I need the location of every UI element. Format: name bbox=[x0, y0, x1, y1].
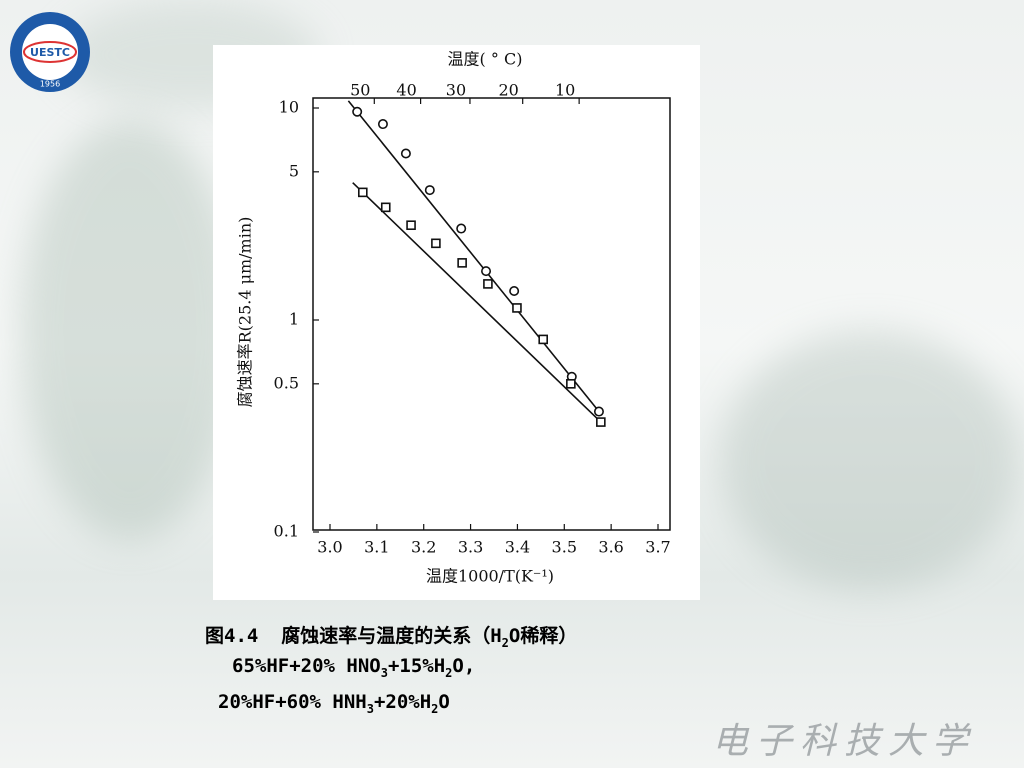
point bbox=[380, 202, 391, 213]
x2-tick-label: 30 bbox=[446, 81, 466, 100]
x-tick-label: 3.5 bbox=[552, 538, 577, 557]
logo-year: 1956 bbox=[40, 80, 60, 89]
caption-text: 65%HF+20% HNO bbox=[232, 655, 381, 677]
y-tick-label: 10 bbox=[279, 98, 299, 117]
x2-tick-label: 20 bbox=[499, 81, 519, 100]
x2-axis-label: 温度( ° C) bbox=[448, 50, 523, 69]
caption-subscript: 2 bbox=[431, 701, 439, 716]
chart-paper bbox=[213, 45, 700, 600]
point bbox=[457, 258, 467, 268]
x-tick-label: 3.3 bbox=[458, 538, 483, 557]
y-axis-label: 腐蚀速率R(25.4 μm/min) bbox=[236, 217, 255, 408]
x2-tick-label: 10 bbox=[555, 81, 575, 100]
y-tick-label: 5 bbox=[289, 161, 299, 180]
point bbox=[481, 266, 492, 277]
y-tick-label: 0.5 bbox=[274, 373, 299, 392]
plot-frame bbox=[312, 97, 671, 531]
caption-text: O, bbox=[452, 655, 476, 677]
bg-tree bbox=[20, 120, 240, 540]
caption-line: 图4.4 腐蚀速率与温度的关系（H2O稀释） bbox=[205, 621, 577, 650]
fit-line bbox=[352, 182, 605, 426]
x-tick-label: 3.6 bbox=[598, 538, 623, 557]
x-tick-label: 3.2 bbox=[411, 538, 436, 557]
x2-tick-label: 50 bbox=[350, 81, 370, 100]
logo-center bbox=[22, 24, 78, 80]
y-tick-label: 1 bbox=[289, 310, 299, 329]
x-tick-label: 3.1 bbox=[364, 538, 389, 557]
x2-tick-label: 40 bbox=[396, 81, 416, 100]
point bbox=[400, 148, 411, 159]
y-tick-label: 0.1 bbox=[274, 522, 299, 541]
fit-line bbox=[347, 100, 603, 416]
point bbox=[431, 238, 441, 249]
caption-subscript: 3 bbox=[366, 701, 374, 716]
point bbox=[566, 379, 576, 389]
point bbox=[512, 303, 522, 313]
point bbox=[424, 185, 435, 196]
caption-text: O稀释） bbox=[508, 625, 578, 647]
logo-text: UESTC bbox=[30, 46, 70, 59]
point bbox=[483, 279, 493, 289]
bg-tree bbox=[720, 330, 1020, 590]
caption-subscript: 3 bbox=[380, 665, 388, 680]
x-tick-label: 3.4 bbox=[505, 538, 530, 557]
caption-text: +20%H bbox=[373, 691, 432, 713]
caption-line: 65%HF+20% HNO3+15%H2O, bbox=[232, 655, 475, 680]
point bbox=[377, 119, 388, 130]
caption-line: 20%HF+60% HNH3+20%H2O bbox=[218, 691, 450, 716]
point bbox=[538, 334, 549, 345]
x-tick-label: 3.0 bbox=[317, 538, 342, 557]
point bbox=[596, 417, 606, 427]
caption-subscript: 2 bbox=[501, 635, 509, 650]
caption-text: 图4.4 腐蚀速率与温度的关系（H bbox=[205, 625, 502, 647]
caption-text: 20%HF+60% HNH bbox=[218, 691, 367, 713]
logo-orbit bbox=[23, 41, 77, 63]
caption-text: +15%H bbox=[387, 655, 446, 677]
watermark: 电子科技大学 bbox=[712, 721, 977, 762]
caption-subscript: 2 bbox=[445, 665, 453, 680]
point bbox=[352, 106, 363, 117]
point bbox=[357, 187, 368, 198]
point bbox=[593, 406, 604, 417]
logo: UESTC 1956 bbox=[10, 12, 90, 92]
point bbox=[509, 286, 520, 297]
x-tick-label: 3.7 bbox=[645, 538, 670, 557]
x-axis-label: 温度1000/T(K⁻¹) bbox=[426, 567, 554, 586]
caption-text: O bbox=[438, 691, 450, 713]
point bbox=[456, 223, 467, 234]
point bbox=[406, 220, 416, 231]
